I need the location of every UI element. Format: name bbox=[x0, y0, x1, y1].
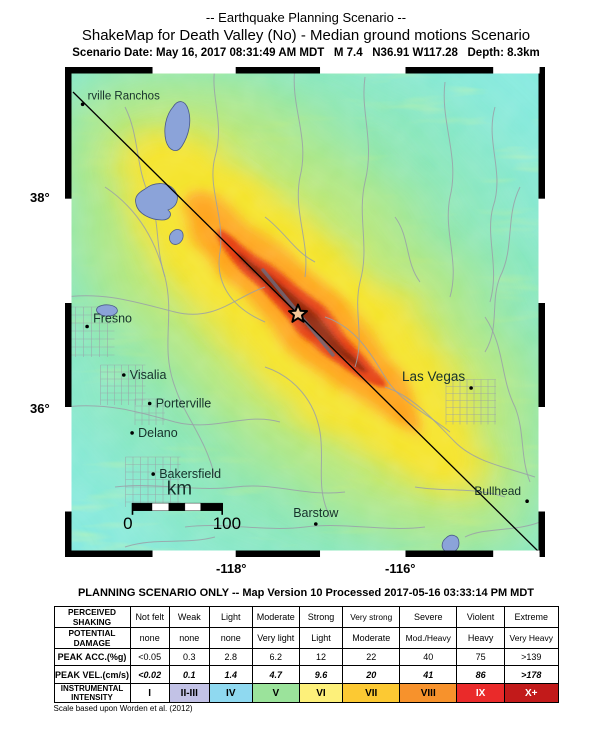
svg-text:Delano: Delano bbox=[138, 426, 178, 440]
svg-text:rville Ranchos: rville Ranchos bbox=[88, 90, 160, 102]
svg-text:Bullhead: Bullhead bbox=[474, 484, 521, 498]
svg-text:Porterville: Porterville bbox=[156, 397, 212, 411]
svg-text:Barstow: Barstow bbox=[293, 506, 339, 520]
svg-text:0: 0 bbox=[123, 514, 132, 533]
svg-text:Las Vegas: Las Vegas bbox=[402, 369, 465, 384]
svg-text:Visalia: Visalia bbox=[130, 368, 167, 382]
svg-text:100: 100 bbox=[213, 514, 241, 533]
svg-text:Fresno: Fresno bbox=[93, 312, 132, 326]
svg-text:km: km bbox=[167, 479, 192, 500]
